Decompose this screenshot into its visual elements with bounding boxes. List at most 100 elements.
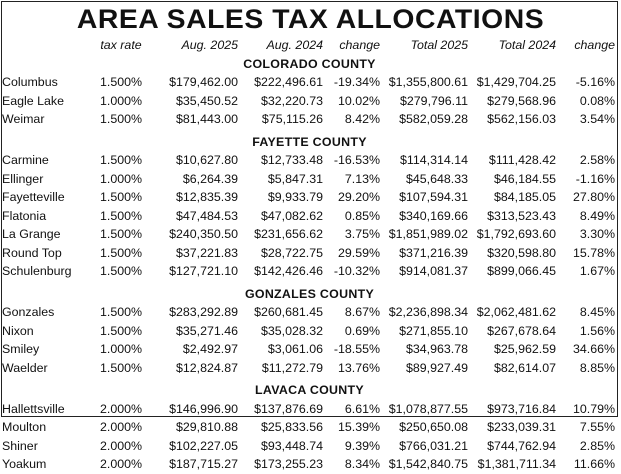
city-cell: Moulton [2, 420, 47, 434]
change-cell: 0.69% [344, 323, 380, 338]
header-aug-2024: Aug. 2024 [266, 38, 324, 52]
change-cell: 0.85% [344, 208, 380, 223]
tax-rate-cell: 1.500% [99, 323, 143, 338]
aug-2024-cell: $5,847.31 [267, 171, 323, 186]
table-row: La Grange 1.500% $240,350.50 $231,656.62 3.7… [1, 225, 618, 244]
total-2025-cell: $114,314.14 [400, 153, 468, 167]
aug-2024-cell: $75,115.26 [261, 112, 323, 126]
total-2025-cell: $371,216.39 [399, 245, 468, 260]
county-name: FAYETTE COUNTY [252, 134, 367, 149]
total-2025-cell: $250,650.08 [399, 420, 468, 434]
aug-2024-cell: $93,448.74 [260, 438, 323, 453]
tax-rate-cell: 1.500% [99, 305, 143, 319]
change-cell: 10.02% [337, 93, 380, 108]
county-name: GONZALES COUNTY [244, 286, 375, 301]
table-row: Round Top 1.500% $37,221.83 $28,722.75 29.59… [1, 244, 618, 263]
total-2024-cell: $1,381,711.34 [477, 457, 556, 471]
city-cell: Round Top [2, 245, 62, 260]
total-2025-cell: $1,355,800.61 [388, 75, 468, 89]
aug-2025-cell: $81,443.00 [175, 112, 238, 126]
city-cell: Schulenburg [2, 264, 72, 278]
total-2024-cell: $111,428.42 [488, 153, 556, 167]
total-change-cell: 2.85% [579, 438, 615, 453]
city-cell: Nixon [2, 323, 34, 338]
aug-2025-cell: $35,271.46 [175, 323, 238, 338]
table-row: Columbus 1.500% $179,462.00 $222,496.61 -19.… [1, 73, 618, 92]
total-change-cell: 2.58% [579, 153, 615, 167]
table-row: Ellinger 1.000% $6,264.39 $5,847.31 7.13% $45… [1, 170, 618, 189]
aug-2024-cell: $231,656.62 [254, 227, 323, 241]
change-cell: 7.13% [344, 171, 380, 186]
city-cell: Eagle Lake [2, 93, 65, 108]
total-2025-cell: $279,796.11 [400, 93, 468, 108]
total-2025-cell: $582,059.28 [399, 112, 468, 126]
aug-2024-cell: $142,426.46 [254, 264, 323, 278]
city-cell: Hallettsville [2, 401, 65, 416]
table-row: Eagle Lake 1.000% $35,450.52 $32,220.73 10.0… [1, 92, 618, 111]
tax-rate-cell: 1.500% [99, 112, 143, 126]
aug-2025-cell: $102,227.05 [169, 438, 238, 453]
table-row: Yoakum 2.000% $187,715.27 $173,255.23 8.34% $… [1, 455, 618, 474]
county-header-row: LAVACA COUNTY [1, 381, 618, 400]
aug-2025-cell: $179,462.00 [169, 75, 238, 89]
aug-2024-cell: $3,061.06 [267, 342, 323, 356]
table-body: COLORADO COUNTY Columbus 1.500% $179,462.00… [1, 55, 618, 474]
county-header-row: COLORADO COUNTY [1, 55, 618, 74]
table-row: Flatonia 1.500% $47,484.53 $47,082.62 0.85% $… [1, 207, 618, 226]
change-cell: -16.53% [333, 153, 380, 167]
aug-2025-cell: $35,450.52 [175, 93, 238, 108]
city-cell: Flatonia [2, 208, 47, 223]
table-row: Waelder 1.500% $12,824.87 $11,272.79 13.76% $… [1, 359, 618, 378]
tax-rate-cell: 2.000% [99, 438, 143, 453]
total-2024-cell: $25,962.59 [493, 342, 556, 356]
city-cell: Columbus [2, 75, 58, 89]
sales-tax-table: tax rate Aug. 2025 Aug. 2024 change Tota… [1, 36, 618, 474]
header-total-2024: Total 2024 [498, 38, 556, 52]
total-2024-cell: $899,066.45 [487, 264, 556, 278]
table-row: Schulenburg 1.500% $127,721.10 $142,426.46-… [1, 262, 618, 281]
table-row: Nixon 1.500% $35,271.46 $35,028.32 0.69% $271… [1, 322, 618, 341]
total-2024-cell: $1,792,693.60 [476, 227, 556, 241]
total-change-cell: 10.79% [572, 401, 615, 416]
tax-rate-cell: 2.000% [99, 457, 143, 471]
header-change: change [339, 38, 380, 52]
tax-rate-cell: 1.500% [99, 245, 143, 260]
table-row: Shiner 2.000% $102,227.05 $93,448.74 9.39% $7… [1, 437, 618, 456]
total-change-cell: 34.66% [572, 342, 615, 356]
header-aug-2025: Aug. 2025 [181, 38, 239, 52]
city-cell: Waelder [2, 360, 48, 375]
aug-2024-cell: $9,933.79 [267, 190, 323, 204]
total-2024-cell: $2,062,481.62 [476, 305, 556, 319]
table-frame [1, 1, 618, 417]
city-cell: Carmine [2, 153, 49, 167]
aug-2024-cell: $260,681.45 [254, 305, 323, 319]
change-cell: -10.32% [333, 264, 380, 278]
total-2025-cell: $271,855.10 [399, 323, 468, 338]
total-2025-cell: $2,236,898.34 [388, 305, 468, 319]
change-cell: 8.42% [344, 112, 380, 126]
table-row: Carmine 1.500% $10,627.80 $12,733.48 -16.53%… [1, 151, 618, 170]
total-2024-cell: $233,039.31 [487, 420, 556, 434]
tax-rate-cell: 1.500% [99, 190, 143, 204]
city-cell: Smiley [2, 342, 40, 356]
total-2025-cell: $45,648.33 [405, 171, 468, 186]
change-cell: -18.55% [333, 342, 380, 356]
change-cell: 8.67% [344, 305, 380, 319]
county-name: LAVACA COUNTY [255, 383, 364, 397]
tax-rate-cell: 1.500% [99, 208, 143, 223]
total-change-cell: 27.80% [572, 190, 615, 204]
aug-2024-cell: $173,255.23 [254, 457, 323, 471]
county-name: COLORADO COUNTY [243, 56, 376, 71]
total-change-cell: 3.54% [579, 112, 615, 126]
tax-rate-cell: 2.000% [99, 401, 143, 416]
total-2024-cell: $46,184.55 [493, 171, 556, 186]
city-cell: Fayetteville [2, 190, 65, 204]
aug-2024-cell: $32,220.73 [260, 93, 323, 108]
tax-rate-cell: 1.000% [99, 171, 143, 186]
change-cell: 29.59% [337, 245, 380, 260]
table-row: Weimar 1.500% $81,443.00 $75,115.26 8.42% $58… [1, 110, 618, 129]
aug-2024-cell: $28,722.75 [260, 245, 323, 260]
city-cell: Ellinger [2, 171, 44, 186]
city-cell: Shiner [2, 438, 38, 453]
aug-2025-cell: $127,721.10 [169, 264, 238, 278]
